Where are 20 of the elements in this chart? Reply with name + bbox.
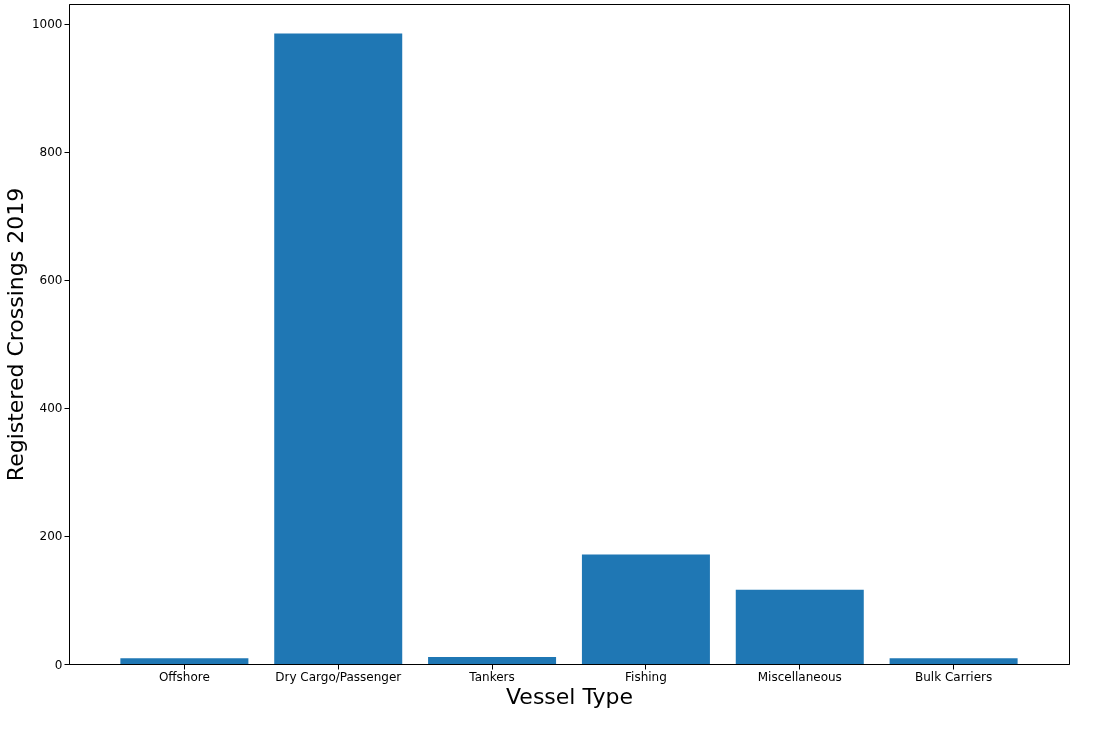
- bar: [120, 658, 249, 664]
- x-tick-label: Tankers: [468, 669, 515, 684]
- bar: [428, 656, 557, 664]
- bar: [889, 658, 1018, 664]
- y-tick-label: 1000: [31, 17, 63, 32]
- x-tick-label: Dry Cargo/Passenger: [275, 669, 402, 684]
- bar: [581, 554, 710, 664]
- y-tick-label: 0: [54, 657, 63, 672]
- x-tick-label: Offshore: [158, 669, 210, 684]
- y-tick-label: 400: [39, 401, 63, 416]
- bar: [274, 33, 403, 664]
- y-tick-label: 600: [39, 273, 63, 288]
- y-axis-title: Registered Crossings 2019: [2, 187, 28, 482]
- bar: [735, 589, 864, 664]
- y-tick-label: 200: [39, 529, 63, 544]
- x-axis-title: Vessel Type: [506, 683, 633, 709]
- x-tick-label: Miscellaneous: [757, 669, 842, 684]
- y-tick-label: 800: [39, 145, 63, 160]
- x-tick-label: Fishing: [625, 669, 667, 684]
- x-tick-label: Bulk Carriers: [915, 669, 993, 684]
